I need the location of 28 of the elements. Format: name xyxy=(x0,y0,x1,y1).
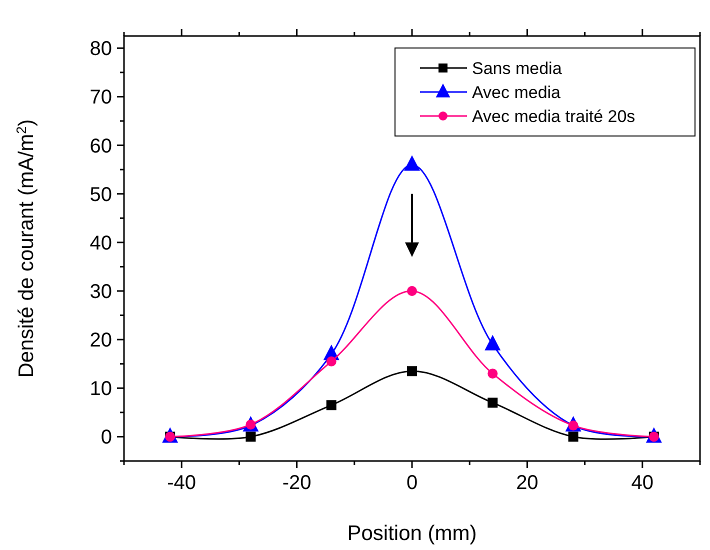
y-tick-label: 30 xyxy=(90,281,112,303)
legend-label: Avec media xyxy=(472,83,562,102)
y-tick-label: 20 xyxy=(90,330,112,352)
point xyxy=(568,432,578,442)
point xyxy=(326,400,336,410)
x-tick-label: -40 xyxy=(167,472,196,494)
point xyxy=(488,368,498,379)
y-tick-label: 80 xyxy=(90,38,112,60)
y-tick-label: 40 xyxy=(90,232,112,254)
point xyxy=(407,366,417,376)
point xyxy=(407,286,417,296)
point xyxy=(488,398,498,408)
x-tick-label: 40 xyxy=(631,472,654,494)
x-axis-title: Position (mm) xyxy=(347,522,477,545)
x-tick-label: 20 xyxy=(516,472,538,494)
legend-label: Sans media xyxy=(472,59,562,78)
y-tick-label: 60 xyxy=(90,135,112,158)
x-tick-label: 0 xyxy=(406,472,418,494)
point xyxy=(404,155,420,171)
legend-label: Avec media traité 20s xyxy=(472,107,636,126)
y-tick-label: 70 xyxy=(90,86,112,109)
y-tick-label: 0 xyxy=(100,426,112,449)
point xyxy=(326,356,336,366)
y-tick-label: 10 xyxy=(90,378,112,400)
point xyxy=(484,334,501,350)
point xyxy=(246,432,256,442)
y-tick-label: 50 xyxy=(90,184,112,206)
x-tick-label: -20 xyxy=(282,472,312,494)
